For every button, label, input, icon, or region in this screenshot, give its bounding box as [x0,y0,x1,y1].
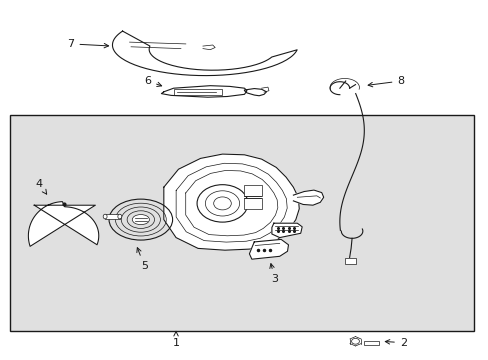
Polygon shape [163,154,299,250]
Text: 8: 8 [367,76,404,87]
Bar [364,341,378,345]
Polygon shape [28,202,99,246]
Bar [243,185,262,196]
Circle shape [351,338,359,344]
Polygon shape [271,223,302,238]
Text: 1: 1 [172,332,179,348]
Bar [105,214,120,219]
Text: 3: 3 [269,264,278,284]
Polygon shape [244,89,266,96]
Text: 7: 7 [67,39,108,49]
Text: 2: 2 [385,338,406,348]
Text: 4: 4 [36,179,46,194]
Bar [10,115,473,331]
Bar [173,89,222,95]
Ellipse shape [103,214,107,219]
Bar [243,198,262,209]
Polygon shape [249,239,288,259]
Polygon shape [293,190,323,205]
Text: 5: 5 [137,248,147,271]
Polygon shape [161,86,246,97]
Ellipse shape [132,215,149,225]
Polygon shape [112,31,297,76]
Text: 6: 6 [144,76,162,86]
Bar [344,258,355,264]
Ellipse shape [118,214,122,219]
